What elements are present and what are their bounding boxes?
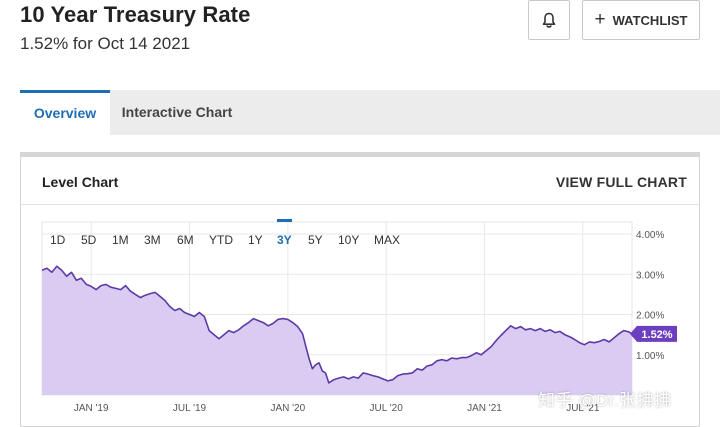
alert-button[interactable] [528,0,570,40]
range-10y-button[interactable]: 10Y [338,233,360,247]
bell-icon [542,12,556,28]
range-ytd-button[interactable]: YTD [209,233,233,247]
range-5d-button[interactable]: 5D [81,233,97,247]
view-full-chart-link[interactable]: VIEW FULL CHART [555,174,687,190]
tab-bar: Overview Interactive Chart [20,90,720,135]
current-value-label: 1.52% [641,329,672,341]
x-tick-label: JUL '21 [566,403,600,414]
rate-area-fill [42,266,632,395]
y-tick-label: 4.00% [636,230,664,241]
current-rate-subtitle: 1.52% for Oct 14 2021 [20,34,191,53]
range-3m-button[interactable]: 3M [144,233,161,247]
range-6m-button[interactable]: 6M [177,233,194,247]
range-1d-button[interactable]: 1D [50,233,66,247]
x-tick-label: JAN '21 [467,403,502,414]
card-divider [21,204,699,205]
watermark: 知乎 @Dr.张拂拂 [538,391,672,410]
range-1m-button[interactable]: 1M [112,233,129,247]
current-value-badge [630,325,677,342]
page-title: 10 Year Treasury Rate [20,2,251,27]
range-1y-button[interactable]: 1Y [248,233,263,247]
y-tick-label: 2.00% [636,311,664,322]
x-tick-label: JAN '20 [270,403,305,414]
watchlist-label: WATCHLIST [612,12,688,28]
watchlist-button[interactable]: + WATCHLIST [582,0,700,40]
x-tick-label: JAN '19 [74,403,109,414]
range-5y-button[interactable]: 5Y [308,233,323,247]
y-tick-label: 3.00% [636,270,664,281]
plus-icon: + [594,8,606,30]
range-max-button[interactable]: MAX [374,233,401,247]
x-tick-label: JUL '20 [370,403,404,414]
x-tick-label: JUL '19 [173,403,207,414]
tab-overview[interactable]: Overview [20,90,110,135]
range-3y-button[interactable]: 3Y [277,219,292,247]
card-title: Level Chart [42,174,119,190]
y-tick-label: 1.00% [636,351,664,362]
rate-line [41,265,633,384]
tab-interactive-chart[interactable]: Interactive Chart [121,104,233,120]
